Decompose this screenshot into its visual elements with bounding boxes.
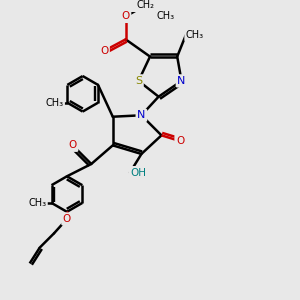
Text: CH₃: CH₃: [186, 30, 204, 40]
Text: N: N: [177, 76, 186, 86]
Text: CH₃: CH₃: [28, 198, 46, 208]
Text: CH₃: CH₃: [45, 98, 64, 108]
Text: O: O: [100, 46, 108, 56]
Text: O: O: [122, 11, 130, 22]
Text: CH₂: CH₂: [137, 0, 155, 10]
Text: N: N: [137, 110, 146, 120]
Text: CH₃: CH₃: [157, 11, 175, 22]
Text: O: O: [176, 136, 184, 146]
Text: O: O: [68, 140, 77, 150]
Text: OH: OH: [130, 168, 146, 178]
Text: S: S: [135, 76, 142, 86]
Text: O: O: [63, 214, 71, 224]
